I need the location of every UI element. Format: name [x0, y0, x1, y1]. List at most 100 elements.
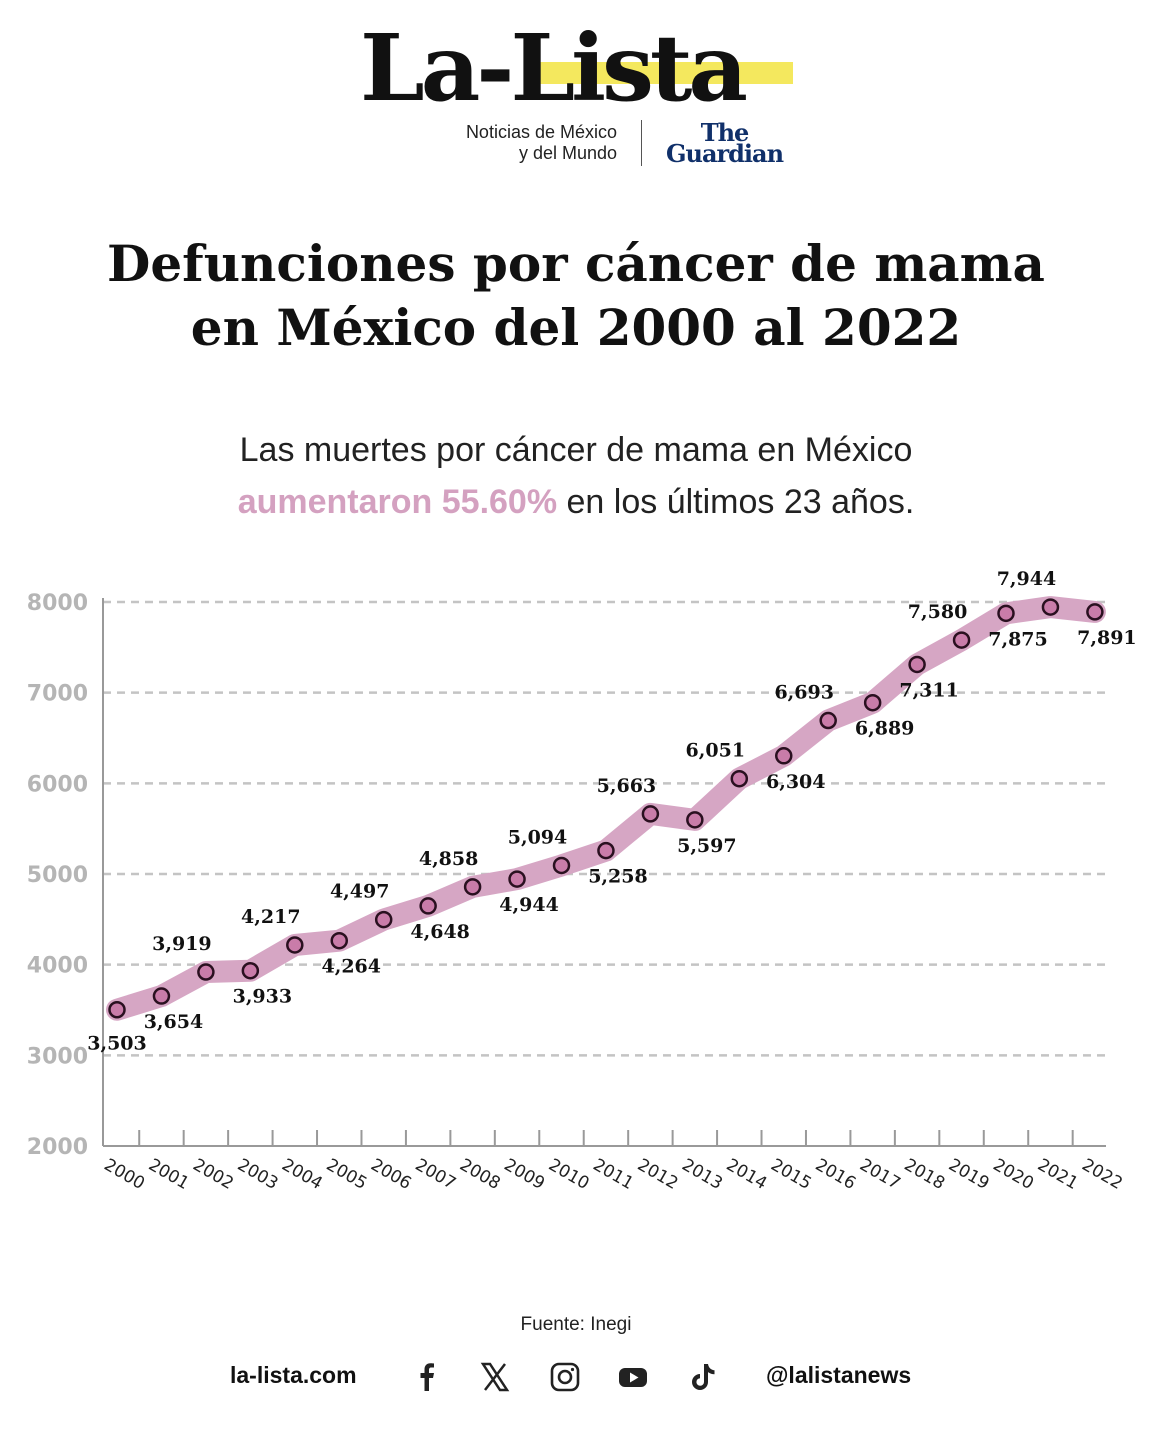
- data-point: [108, 1000, 126, 1019]
- data-point: [552, 856, 571, 875]
- data-point: [508, 870, 526, 888]
- x-tick-label: 2022: [1078, 1155, 1125, 1194]
- data-label: 5,258: [588, 866, 648, 888]
- data-label: 4,858: [419, 848, 479, 870]
- data-point: [463, 878, 482, 896]
- data-label: 7,311: [899, 679, 959, 701]
- data-point: [641, 805, 660, 823]
- highlight-stat: aumentaron 55.60%: [237, 483, 558, 521]
- x-tick-label: 2021: [1034, 1155, 1081, 1194]
- data-point: [241, 961, 260, 980]
- x-tick-label: 2000: [101, 1155, 148, 1194]
- data-point: [197, 963, 215, 981]
- data-label: 4,497: [330, 881, 390, 903]
- line-chart: 2000300040005000600070008000200020012002…: [27, 568, 1137, 1194]
- data-point: [908, 655, 926, 674]
- social-handle[interactable]: @lalistanews: [766, 1362, 912, 1388]
- x-tick-label: 2006: [367, 1155, 414, 1194]
- x-tick-label: 2002: [189, 1155, 236, 1194]
- x-tick-label: 2011: [589, 1155, 636, 1194]
- data-label: 5,663: [597, 775, 657, 797]
- data-point: [863, 693, 882, 712]
- x-tick-label: 2001: [145, 1155, 192, 1194]
- logo-text: La-Lista: [360, 14, 748, 122]
- x-tick-label: 2019: [945, 1155, 992, 1194]
- x-tick-label: 2016: [812, 1155, 859, 1194]
- data-label: 7,891: [1077, 627, 1137, 649]
- data-point: [997, 604, 1015, 623]
- data-point: [1086, 603, 1104, 621]
- data-label: 3,919: [152, 933, 212, 955]
- x-tick-label: 2004: [278, 1155, 325, 1194]
- subheadline-line1: Las muertes por cáncer de mama en México: [239, 431, 913, 469]
- y-tick-label: 8000: [27, 591, 88, 616]
- subheadline-rest: en los últimos 23 años.: [557, 483, 915, 521]
- series-line: [106, 596, 1106, 1021]
- data-point: [419, 897, 437, 915]
- data-point: [775, 747, 793, 765]
- divider: [641, 120, 642, 166]
- data-label: 4,217: [241, 906, 301, 928]
- data-label: 6,693: [774, 682, 834, 704]
- data-label: 4,264: [322, 956, 382, 978]
- data-point: [374, 910, 393, 929]
- data-point: [952, 631, 971, 649]
- youtube-icon[interactable]: [616, 1360, 650, 1394]
- x-icon[interactable]: [478, 1360, 512, 1394]
- x-tick-label: 2018: [901, 1155, 948, 1194]
- y-tick-label: 4000: [27, 954, 88, 979]
- data-label: 3,654: [144, 1011, 204, 1033]
- x-tick-label: 2008: [456, 1155, 503, 1194]
- tagline: Noticias de México y del Mundo: [466, 122, 617, 164]
- subheadline: Las muertes por cáncer de mama en México…: [0, 424, 1152, 528]
- tiktok-icon[interactable]: [686, 1360, 720, 1394]
- data-label: 7,944: [997, 568, 1057, 590]
- data-label: 3,503: [87, 1033, 147, 1055]
- y-tick-label: 2000: [27, 1135, 88, 1160]
- x-tick-label: 2009: [501, 1155, 548, 1194]
- x-tick-label: 2010: [545, 1155, 592, 1194]
- data-label: 6,051: [686, 740, 746, 762]
- x-tick-label: 2017: [856, 1155, 903, 1194]
- x-tick-label: 2012: [634, 1155, 681, 1194]
- facebook-icon[interactable]: [410, 1360, 444, 1394]
- la-lista-logo: La-Lista: [360, 22, 800, 114]
- instagram-icon[interactable]: [548, 1360, 582, 1394]
- y-tick-label: 6000: [27, 772, 88, 797]
- data-label: 4,648: [410, 921, 470, 943]
- x-tick-label: 2005: [323, 1155, 370, 1194]
- tagline-line2: y del Mundo: [518, 143, 617, 163]
- headline-line2: en México del 2000 al 2022: [190, 298, 962, 357]
- data-label: 6,304: [766, 771, 826, 793]
- data-label: 6,889: [855, 718, 915, 740]
- site-link[interactable]: la-lista.com: [230, 1362, 357, 1388]
- data-label: 7,875: [988, 628, 1048, 650]
- data-label: 7,580: [908, 601, 968, 623]
- data-point: [286, 936, 304, 954]
- data-label: 3,933: [233, 986, 293, 1008]
- data-point: [819, 711, 837, 730]
- y-tick-label: 5000: [27, 863, 88, 888]
- x-tick-label: 2003: [234, 1155, 281, 1194]
- data-point: [330, 931, 348, 950]
- data-label: 5,597: [677, 835, 737, 857]
- footer: la-lista.com @lalistanews: [0, 1358, 1152, 1398]
- headline-line1: Defunciones por cáncer de mama: [107, 234, 1045, 293]
- data-point: [730, 769, 749, 788]
- data-point: [597, 841, 615, 860]
- data-point: [686, 811, 704, 829]
- x-tick-label: 2007: [412, 1155, 459, 1194]
- source: Fuente: Inegi: [520, 1314, 632, 1335]
- x-tick-label: 2020: [990, 1155, 1037, 1194]
- y-tick-label: 7000: [27, 682, 88, 707]
- x-tick-label: 2015: [767, 1155, 814, 1194]
- data-label: 5,094: [508, 826, 568, 848]
- subheadline-line2: aumentaron 55.60% en los últimos 23 años…: [0, 476, 1152, 528]
- guardian-line2: Guardian: [666, 139, 784, 168]
- guardian-logo: The Guardian: [666, 121, 784, 168]
- x-tick-label: 2013: [678, 1155, 725, 1194]
- headline: Defunciones por cáncer de mama en México…: [0, 232, 1152, 360]
- y-tick-label: 3000: [27, 1044, 88, 1069]
- data-label: 4,944: [499, 894, 559, 916]
- data-point: [1041, 598, 1060, 616]
